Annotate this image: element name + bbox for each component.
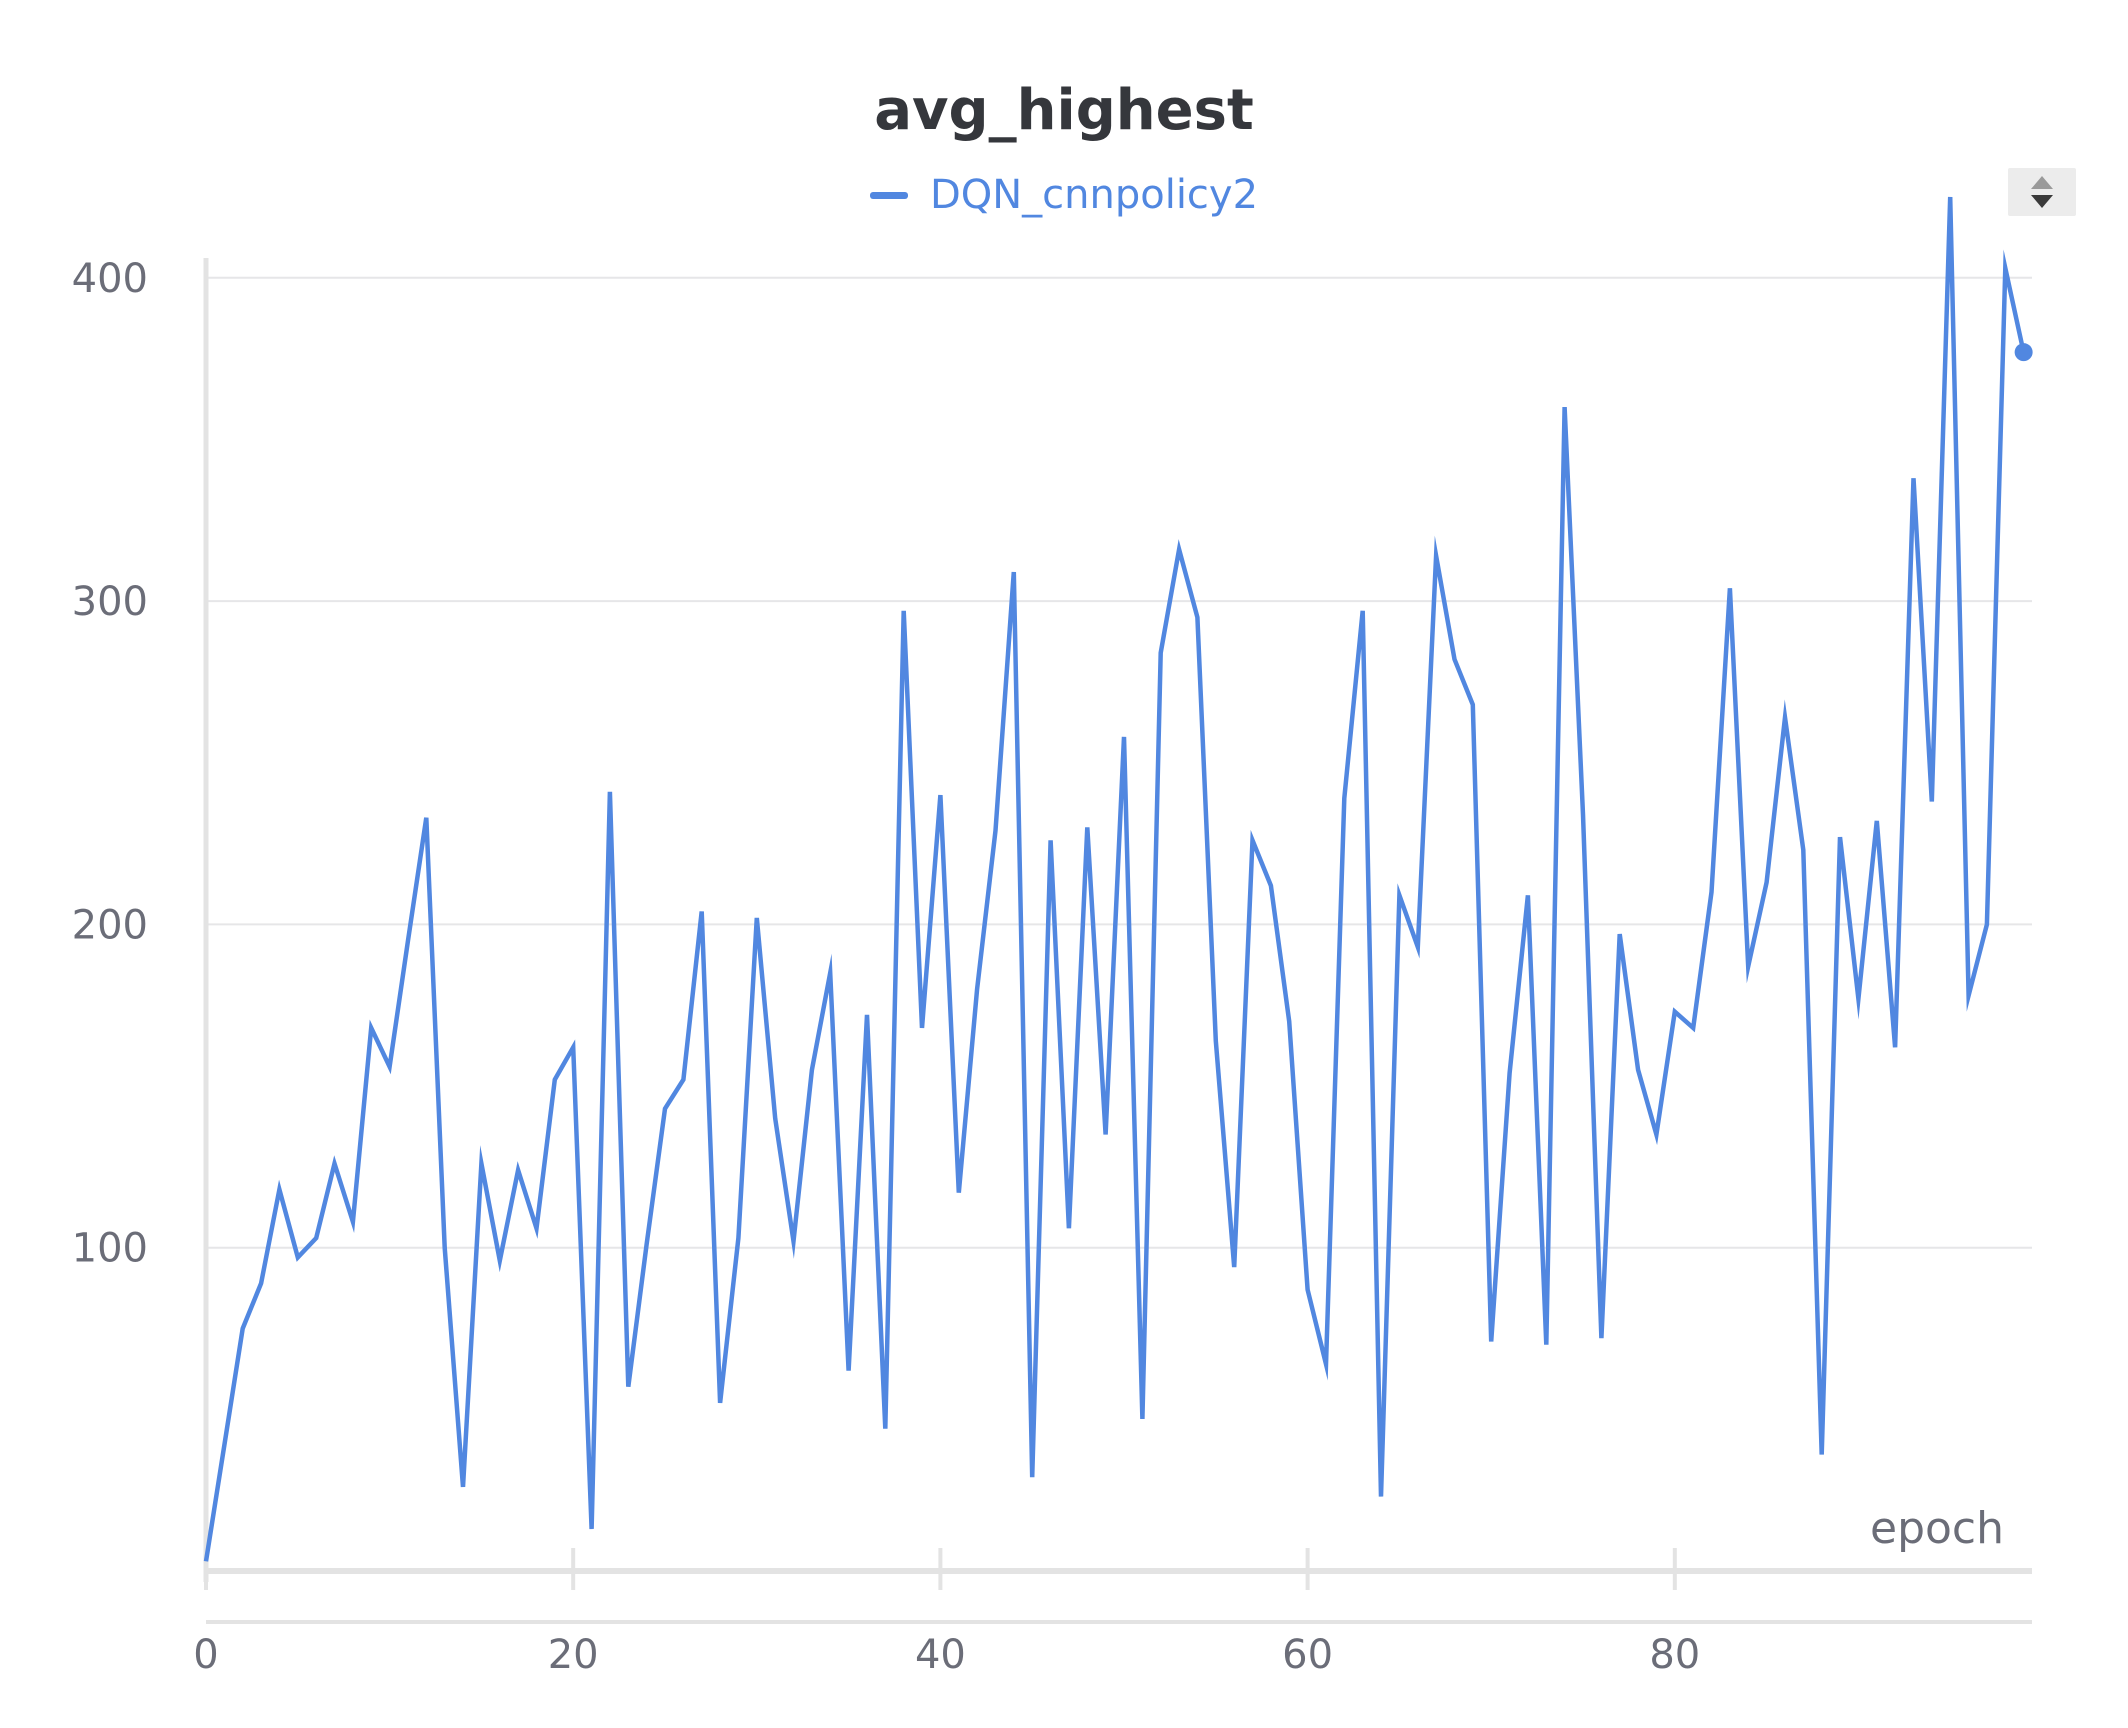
chevron-down-icon bbox=[2031, 195, 2053, 208]
series-line bbox=[203, 196, 2026, 1562]
chart-title: avg_highest bbox=[874, 78, 1254, 143]
last-point-marker bbox=[2014, 343, 2033, 362]
x-tick-label: 0 bbox=[193, 1632, 218, 1678]
legend-label: DQN_cnnpolicy2 bbox=[929, 172, 1259, 218]
x-tick-label: 40 bbox=[915, 1632, 966, 1678]
y-tick-label: 200 bbox=[72, 902, 148, 948]
x-axis-title: epoch bbox=[1870, 1503, 2004, 1554]
chevron-up-icon bbox=[2031, 176, 2053, 189]
y-tick-label: 400 bbox=[72, 256, 148, 302]
x-tick-label: 20 bbox=[548, 1632, 599, 1678]
legend-swatch bbox=[869, 191, 908, 199]
y-tick-label: 100 bbox=[72, 1226, 148, 1272]
y-tick-label: 300 bbox=[72, 579, 148, 625]
x-tick-label: 80 bbox=[1649, 1632, 1700, 1678]
legend-scroll-button[interactable] bbox=[2008, 168, 2076, 216]
legend: DQN_cnnpolicy2 bbox=[0, 172, 2128, 218]
x-tick-label: 60 bbox=[1282, 1632, 1333, 1678]
